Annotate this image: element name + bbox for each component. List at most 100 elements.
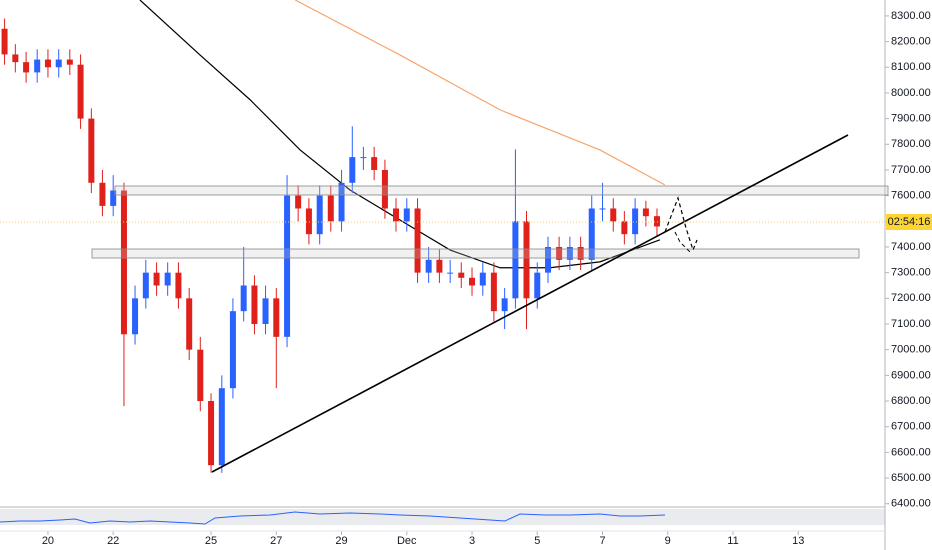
candle-body xyxy=(556,246,563,260)
candle-body xyxy=(425,259,432,273)
y-tick-label: 7100.00 xyxy=(891,318,931,330)
y-tick-label: 7600.00 xyxy=(891,190,931,202)
y-tick-label: 7700.00 xyxy=(891,164,931,176)
candle-body xyxy=(229,311,236,389)
y-tick-label: 7300.00 xyxy=(891,267,931,279)
candle-body xyxy=(610,208,617,222)
candle-body xyxy=(447,272,454,274)
x-tick-label: 25 xyxy=(205,535,217,547)
countdown: 02:54:16 xyxy=(888,216,931,228)
candle-body xyxy=(153,272,160,286)
candle-body xyxy=(381,169,388,209)
candle-body xyxy=(371,157,378,170)
candle-body xyxy=(23,62,30,73)
candle-body xyxy=(436,259,443,273)
candle-body xyxy=(577,246,584,260)
candle-body xyxy=(360,157,367,159)
candle-body xyxy=(164,272,171,286)
candle-body xyxy=(458,272,465,278)
x-tick-label: 7 xyxy=(599,535,605,547)
candle-body xyxy=(545,246,552,273)
x-tick-label: Dec xyxy=(397,535,417,547)
y-tick-label: 7200.00 xyxy=(891,292,931,304)
y-tick-label: 8300.00 xyxy=(891,10,931,22)
projection xyxy=(674,231,691,253)
countdown-tag xyxy=(886,214,932,230)
x-tick-label: 5 xyxy=(534,535,540,547)
candle-body xyxy=(1,28,8,55)
moving-average xyxy=(139,0,661,269)
resistance-zone xyxy=(114,185,889,196)
candle-body xyxy=(469,277,476,286)
candle-body xyxy=(599,208,606,210)
y-tick-label: 7000.00 xyxy=(891,344,931,356)
candle-body xyxy=(175,272,182,299)
candle-body xyxy=(305,208,312,235)
candle-body xyxy=(142,272,149,299)
candle-body xyxy=(327,195,334,222)
candle-body xyxy=(240,285,247,312)
y-tick-label: 6800.00 xyxy=(891,395,931,407)
rsi-line xyxy=(0,511,666,525)
candle-body xyxy=(490,272,497,312)
projection xyxy=(664,196,698,252)
candle-body xyxy=(186,298,193,350)
candle-body xyxy=(284,195,291,337)
candle-body xyxy=(44,59,51,68)
candle-body xyxy=(88,118,95,183)
candle-body xyxy=(55,59,62,68)
candle-body xyxy=(501,298,508,312)
candle-body xyxy=(12,54,19,63)
candle-body xyxy=(262,298,269,325)
x-tick-label: 11 xyxy=(727,535,738,547)
y-tick-label: 6900.00 xyxy=(891,369,931,381)
y-tick-label: 6400.00 xyxy=(891,498,931,510)
candle-body xyxy=(77,64,84,119)
candle-body xyxy=(512,221,519,299)
y-tick-label: 6500.00 xyxy=(891,472,931,484)
candle-body xyxy=(338,182,345,222)
y-tick-label: 7400.00 xyxy=(891,241,931,253)
candle-body xyxy=(523,221,530,299)
candle-body xyxy=(110,190,117,206)
candle-body xyxy=(34,59,41,73)
support-zone xyxy=(91,248,860,259)
trendline xyxy=(211,134,849,473)
candle-body xyxy=(99,182,106,206)
y-tick-label: 8100.00 xyxy=(891,61,931,73)
candle-body xyxy=(479,272,486,286)
y-tick-label: 7900.00 xyxy=(891,113,931,125)
candle-body xyxy=(566,246,573,260)
candle-body xyxy=(316,195,323,235)
candle-body xyxy=(403,208,410,222)
y-tick-label: 8000.00 xyxy=(891,87,931,99)
candle-body xyxy=(349,157,356,183)
candle-body xyxy=(120,190,127,335)
candle-body xyxy=(66,59,73,65)
x-tick-label: 29 xyxy=(335,535,347,547)
y-tick-label: 7800.00 xyxy=(891,138,931,150)
y-tick-label: 8200.00 xyxy=(891,35,931,47)
candle-body xyxy=(208,401,215,466)
candle-body xyxy=(393,208,400,222)
x-tick-label: 20 xyxy=(42,535,54,547)
candle-body xyxy=(621,221,628,235)
candle-body xyxy=(295,195,302,209)
candle-body xyxy=(632,208,639,235)
y-tick-label: 6700.00 xyxy=(891,421,931,433)
x-tick-label: 13 xyxy=(792,535,804,547)
candle-body xyxy=(588,208,595,260)
x-tick-label: 27 xyxy=(270,535,282,547)
moving-average xyxy=(294,0,666,186)
candle-body xyxy=(197,349,204,402)
x-tick-label: 9 xyxy=(665,535,671,547)
candle-body xyxy=(251,285,258,325)
candle-body xyxy=(414,208,421,273)
candle-body xyxy=(534,272,541,299)
y-tick-label: 6600.00 xyxy=(891,446,931,458)
candle-body xyxy=(273,298,280,337)
candle-body xyxy=(642,208,649,217)
candle-body xyxy=(218,388,225,466)
candle-body xyxy=(132,298,139,335)
